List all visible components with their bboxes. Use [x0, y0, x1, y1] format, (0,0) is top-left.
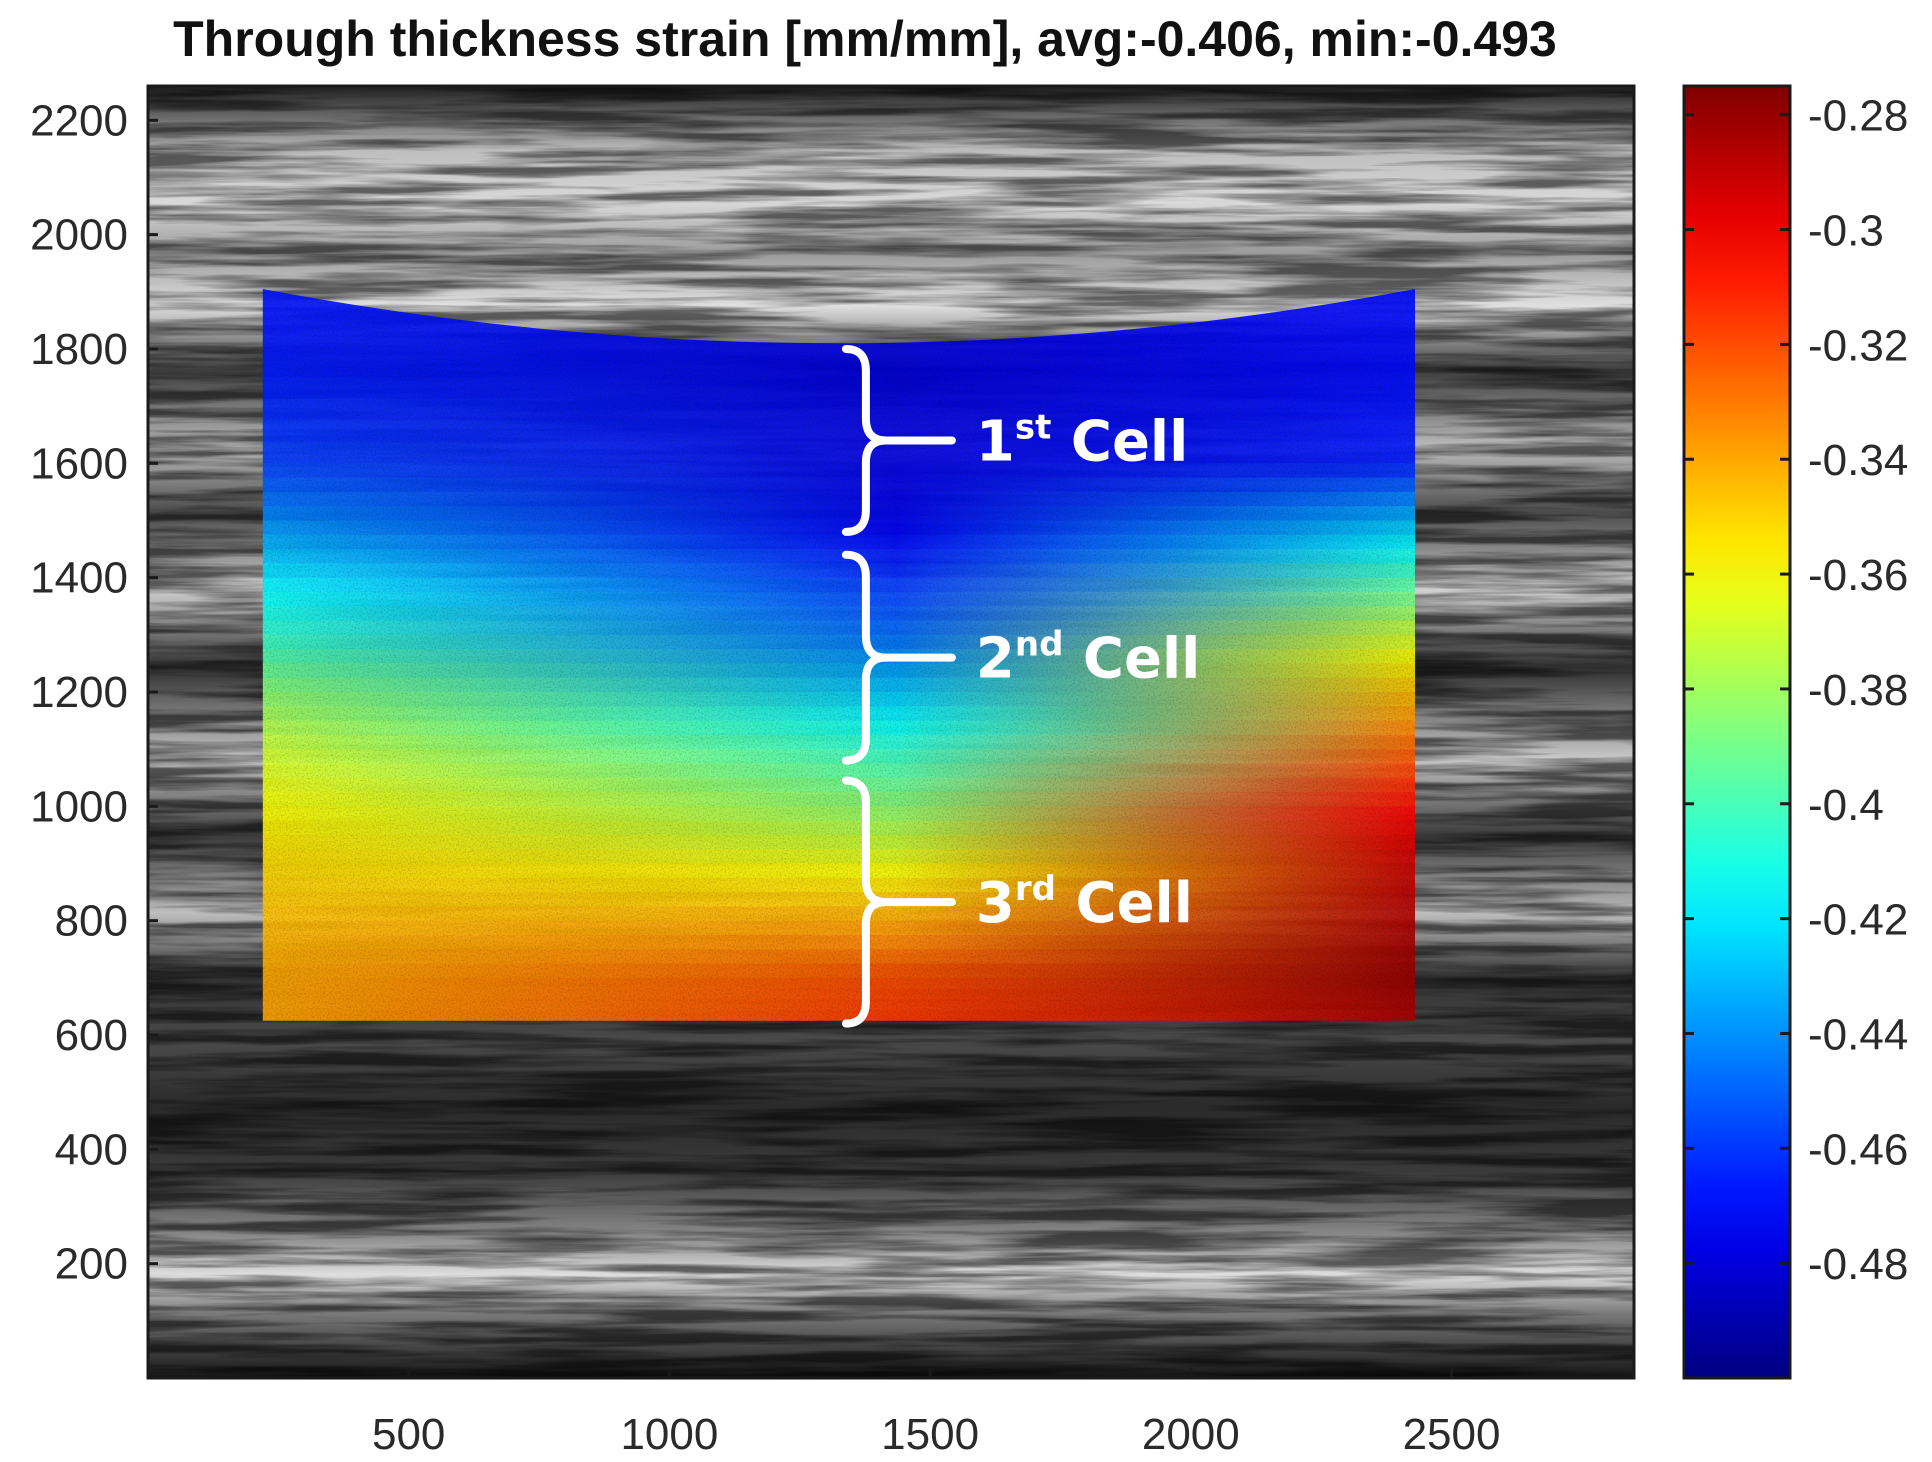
y-tick-label: 400 — [55, 1125, 128, 1174]
colorbar-tick-label: -0.44 — [1808, 1010, 1908, 1059]
colorbar-scale — [1684, 86, 1790, 1378]
x-tick-label: 1000 — [620, 1410, 718, 1459]
y-tick-label: 1800 — [30, 325, 128, 374]
plot-frame — [146, 84, 1636, 1380]
y-tick-label: 1200 — [30, 668, 128, 717]
y-tick-label: 600 — [55, 1011, 128, 1060]
colorbar-tick-label: -0.46 — [1808, 1125, 1908, 1174]
y-tick-label: 1600 — [30, 439, 128, 488]
colorbar-tick-label: -0.42 — [1808, 896, 1908, 945]
plot-area — [148, 86, 1634, 1378]
y-tick-label: 800 — [55, 897, 128, 946]
cell-label: 2nd Cell — [976, 625, 1200, 692]
colorbar-tick-label: -0.36 — [1808, 551, 1908, 600]
strain-speckle — [262, 288, 1416, 1021]
cell-label: 3rd Cell — [976, 869, 1193, 936]
x-axis: 500 1000 1500 2000 2500 — [372, 1368, 1500, 1459]
x-tick-label: 2500 — [1403, 1410, 1501, 1459]
y-tick-label: 200 — [55, 1240, 128, 1289]
x-tick-label: 1500 — [881, 1410, 979, 1459]
colorbar-tick-label: -0.38 — [1808, 666, 1908, 715]
colorbar-tick-label: -0.34 — [1808, 436, 1908, 485]
y-axis: 200 400 600 800 1000 1200 1400 1600 1800 2000 2200 — [30, 96, 158, 1289]
colorbar-tick-label: -0.3 — [1808, 207, 1884, 256]
y-tick-label: 1400 — [30, 554, 128, 603]
colorbar-tick-label: -0.4 — [1808, 781, 1884, 830]
colorbar: -0.28 -0.3 -0.32 -0.34 -0.36 -0.38 -0.4 -0.42 -0… — [1682, 84, 1908, 1380]
x-tick-label: 500 — [372, 1410, 445, 1459]
chart-title: Through thickness strain [mm/mm], avg:-0… — [173, 11, 1557, 67]
cell-annotations: 1st Cell 2nd Cell 3rd Cell — [841, 344, 1200, 1028]
colorbar-tick-label: -0.48 — [1808, 1240, 1908, 1289]
y-tick-label: 2000 — [30, 211, 128, 260]
colorbar-frame — [1682, 84, 1792, 1380]
cell-label: 1st Cell — [976, 407, 1188, 474]
colorbar-ticks: -0.28 -0.3 -0.32 -0.34 -0.36 -0.38 -0.4 -0.42 -0… — [1684, 92, 1908, 1289]
colorbar-tick-label: -0.32 — [1808, 321, 1908, 370]
y-tick-label: 1000 — [30, 782, 128, 831]
colorbar-tick-label: -0.28 — [1808, 92, 1908, 141]
y-tick-label: 2200 — [30, 96, 128, 145]
x-tick-label: 2000 — [1142, 1410, 1240, 1459]
